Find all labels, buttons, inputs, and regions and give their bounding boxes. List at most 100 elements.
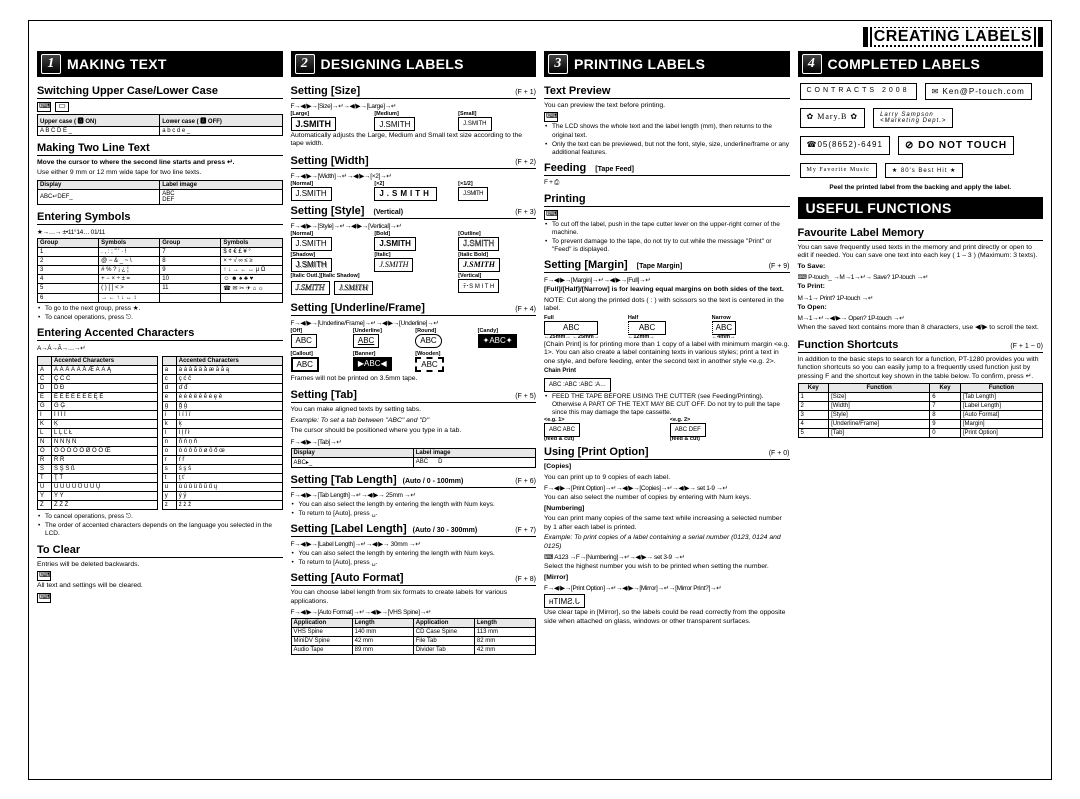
- sec-twoline: Making Two Line Text: [37, 138, 283, 156]
- sec-symbols: Entering Symbols: [37, 207, 283, 225]
- sec-preview: Text Preview: [544, 81, 790, 99]
- size-note: Automatically adjusts the Large, Medium …: [291, 132, 537, 149]
- del-icon: [37, 571, 51, 581]
- eg-grid: <e.g. 1>ABC ABC(feed & cut) <e.g. 2>ABC …: [544, 418, 790, 442]
- af-body: You can choose label length from six for…: [291, 589, 537, 606]
- acc-tbl-l: Accented Characters AÀ Á Â Ã Ä Å Æ Ā Ă Ą…: [37, 356, 158, 510]
- fav-note: When the saved text contains more than 8…: [798, 324, 1044, 332]
- sec-short: Function Shortcuts(F + 1 ~ 0): [798, 335, 1044, 353]
- completed-labels: CONTRACTS 2008 ✉ Ken@P-touch.com ✿ Mary.…: [798, 81, 1044, 180]
- width-grid: [Normal]J.SMITH [×2]J.SMITH [×1/2]J.SMIT…: [291, 182, 537, 201]
- chain-lbl: Chain Print: [544, 368, 790, 376]
- short-body: In addition to the basic steps to search…: [798, 356, 1044, 381]
- open-seq: M→1→↵→◀/▶→ Open? 1P-touch →↵: [798, 314, 1044, 322]
- step-num-2: 2: [295, 54, 315, 74]
- column-layout: 1 MAKING TEXT Switching Upper Case/Lower…: [37, 51, 1043, 657]
- fav-open: To Open:: [798, 304, 1044, 312]
- copies-seq: F→◀/▶→[Print Option]→↵→◀/▶→[Copies]→↵→◀/…: [544, 484, 790, 492]
- tab-seq: F→◀/▶→[Tab]→↵: [291, 438, 537, 446]
- clear-n1: Entries will be deleted backwards.: [37, 561, 283, 569]
- step-bar-2: 2 DESIGNING LABELS: [291, 51, 537, 77]
- sec-width: Setting [Width](F + 2): [291, 151, 537, 169]
- col-making-text: 1 MAKING TEXT Switching Upper Case/Lower…: [37, 51, 283, 657]
- print-bul: To cut off the label, push in the tape c…: [544, 221, 790, 255]
- acc-bullets: To cancel operations, press ⎋.The order …: [37, 513, 283, 538]
- preview-icon: [544, 112, 558, 122]
- af-seq: F→◀/▶→[Auto Format]→↵→◀/▶→[VHS Spine]→↵: [291, 608, 537, 616]
- margin-note: NOTE: Cut along the printed dots ( : ) w…: [544, 297, 790, 314]
- sec-af: Setting [Auto Format](F + 8): [291, 568, 537, 586]
- step-bar-1: 1 MAKING TEXT: [37, 51, 283, 77]
- popt-n3: Select the highest number you wish to be…: [544, 563, 790, 571]
- popt-n2: Example: To print copies of a label cont…: [544, 534, 790, 551]
- popt-c2: You can also select the number of copies…: [544, 494, 790, 502]
- step-bar-3: 3 PRINTING LABELS: [544, 51, 790, 77]
- screen-icon: [55, 102, 69, 112]
- width-seq: F→◀/▶→[Width]→↵→◀/▶→[×2]→↵: [291, 172, 537, 180]
- preview-body: You can preview the text before printing…: [544, 102, 790, 110]
- twoline-tbl: DisplayLabel image ABC↵DEF_ABC DEF: [37, 180, 283, 205]
- tab-ex: Example: To set a tab between "ABC" and …: [291, 417, 537, 425]
- col-printing: 3 PRINTING LABELS Text Preview You can p…: [544, 51, 790, 657]
- tab-tbl: DisplayLabel image ABC▸_ABC D: [291, 448, 537, 468]
- popt-num: [Numbering]: [544, 505, 790, 513]
- mir-seq: F→◀/▶→[Print Option]→↵→◀/▶→[Mirror]→↵→[M…: [544, 584, 790, 592]
- uf-note: Frames will not be printed on 3.5mm tape…: [291, 375, 537, 383]
- sym-seq: ★→…→ ±•11°14… 01/11: [37, 228, 283, 236]
- size-seq: F→◀/▶→[Size]→↵→◀/▶→[Large]→↵: [291, 102, 537, 110]
- lablen-bul: You can also select the length by enteri…: [291, 550, 537, 567]
- sec-tab: Setting [Tab](F + 5): [291, 385, 537, 403]
- mir-samp: ʜTIMƧ.ᒐ: [544, 594, 585, 608]
- clear-n2: All text and settings will be cleared.: [37, 582, 283, 590]
- fav-save: To Save:: [798, 263, 1044, 271]
- lablen-seq: F→◀/▶→[Label Length]→↵→◀/▶→ 30mm →↵: [291, 540, 537, 548]
- margin-l1: [Full]/[Half]/[Narrow] is for leaving eq…: [544, 286, 790, 294]
- num-seq: ⌨ A123 →F→[Numbering]→↵→◀/▶→ set 3-9 →↵: [544, 553, 790, 561]
- fav-print: To Print:: [798, 283, 1044, 291]
- sec-margin: Setting [Margin] [Tape Margin] (F + 9): [544, 255, 790, 273]
- step-num-1: 1: [41, 54, 61, 74]
- feedwarn: FEED THE TAPE BEFORE USING THE CUTTER (s…: [544, 393, 790, 417]
- sec-size: Setting [Size](F + 1): [291, 81, 537, 99]
- popt-mir: [Mirror]: [544, 574, 790, 582]
- margin-seq: F→◀/▶→[Margin]→↵→◀/▶→[Full]→↵: [544, 276, 790, 284]
- margin-grid: FullABC←25mm→ ←25mm→ HalfABC←12mm→ Narro…: [544, 316, 790, 340]
- col-completed: 4 COMPLETED LABELS CONTRACTS 2008 ✉ Ken@…: [798, 51, 1044, 657]
- print-icon: [544, 210, 558, 220]
- chain-samp: ABC :ABC :ABC :A…: [544, 378, 611, 392]
- twoline-instr: Move the cursor to where the second line…: [37, 159, 283, 167]
- acc-tbl-r: Accented Characters aà á â ã ä å æ ā ă ą…: [162, 356, 283, 510]
- uf-seq: F→◀/▶→[Underline/Frame]→↵→◀/▶→[Underline…: [291, 319, 537, 327]
- margin-chain: [Chain Print] is for printing more than …: [544, 341, 790, 366]
- step-num-4: 4: [802, 54, 822, 74]
- popt-copies: [Copies]: [544, 463, 790, 471]
- sec-lablen: Setting [Label Length](Auto / 30 - 300mm…: [291, 519, 537, 537]
- sec-style: Setting [Style] (Vertical) (F + 3): [291, 201, 537, 219]
- uf-grid: [Off]ABC [Underline]ABC [Round]ABC [Cand…: [291, 329, 537, 372]
- tab-cur: The cursor should be positioned where yo…: [291, 427, 537, 435]
- acc-seq: A→Á→Ã→…→↵: [37, 344, 283, 352]
- col-designing: 2 DESIGNING LABELS Setting [Size](F + 1)…: [291, 51, 537, 657]
- step-title-2: DESIGNING LABELS: [321, 56, 464, 72]
- symbols-tbl: GroupSymbols GroupSymbols 1. , : ; " ' ·…: [37, 238, 283, 303]
- header-title-wrap: CREATING LABELS: [37, 27, 1043, 47]
- step-title-3: PRINTING LABELS: [574, 56, 705, 72]
- keyboard-icon: [37, 102, 51, 112]
- popt-n1: You can print many copies of the same te…: [544, 515, 790, 532]
- tablen-seq: F→◀/▶→[Tab Length]→↵→◀/▶→ 25mm →↵: [291, 491, 537, 499]
- step-title-4: COMPLETED LABELS: [828, 56, 981, 72]
- sec-accented: Entering Accented Characters: [37, 323, 283, 341]
- step-num-3: 3: [548, 54, 568, 74]
- sec-case: Switching Upper Case/Lower Case: [37, 81, 283, 99]
- step-bar-4: 4 COMPLETED LABELS: [798, 51, 1044, 77]
- peel-note: Peel the printed label from the backing …: [798, 184, 1044, 191]
- sec-uf: Setting [Underline/Frame](F + 4): [291, 298, 537, 316]
- sec-popt: Using [Print Option](F + 0): [544, 442, 790, 460]
- sec-fav: Favourite Label Memory: [798, 223, 1044, 241]
- case-table: Upper case ( 🅰 ON)Lower case ( 🅰 OFF) A …: [37, 114, 283, 136]
- popt-m1: Use clear tape in [Mirror], so the label…: [544, 609, 790, 626]
- style-grid: [Normal]J.SMITH [Bold]J.SMITH [Outline]J…: [291, 232, 537, 298]
- sec-feed: Feeding [Tape Feed]: [544, 158, 790, 176]
- twoline-note: Use either 9 mm or 12 mm wide tape for t…: [37, 169, 283, 177]
- header-title: CREATING LABELS: [863, 27, 1043, 47]
